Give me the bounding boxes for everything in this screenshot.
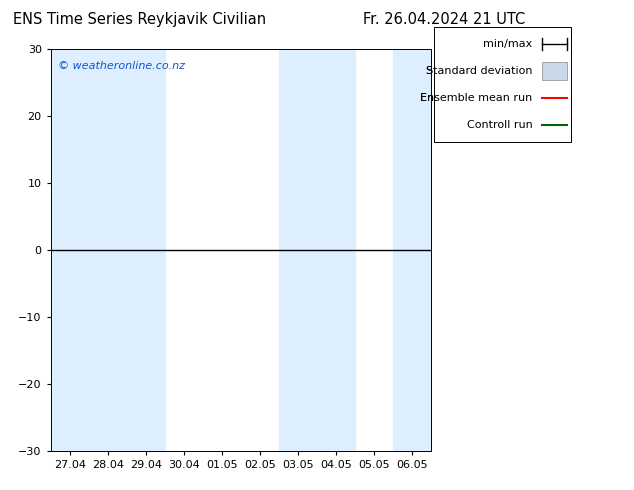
Text: Ensemble mean run: Ensemble mean run [420, 93, 533, 103]
Text: Controll run: Controll run [467, 120, 533, 130]
Text: Ensemble mean run: Ensemble mean run [420, 93, 533, 103]
Text: min/max: min/max [483, 39, 533, 49]
Text: Controll run: Controll run [467, 120, 533, 130]
Text: min/max: min/max [483, 39, 533, 49]
Bar [127, 49, 165, 451]
Text: Fr. 26.04.2024 21 UTC: Fr. 26.04.2024 21 UTC [363, 12, 525, 27]
Text: ENS Time Series Reykjavik Civilian: ENS Time Series Reykjavik Civilian [13, 12, 266, 27]
Text: © weatheronline.co.nz: © weatheronline.co.nz [58, 61, 185, 71]
Text: Standard deviation: Standard deviation [426, 66, 533, 76]
Bar [317, 49, 355, 451]
Bar [279, 49, 317, 451]
Bar [51, 49, 89, 451]
Bar [89, 49, 127, 451]
Bar [393, 49, 431, 451]
Text: Standard deviation: Standard deviation [426, 66, 533, 76]
